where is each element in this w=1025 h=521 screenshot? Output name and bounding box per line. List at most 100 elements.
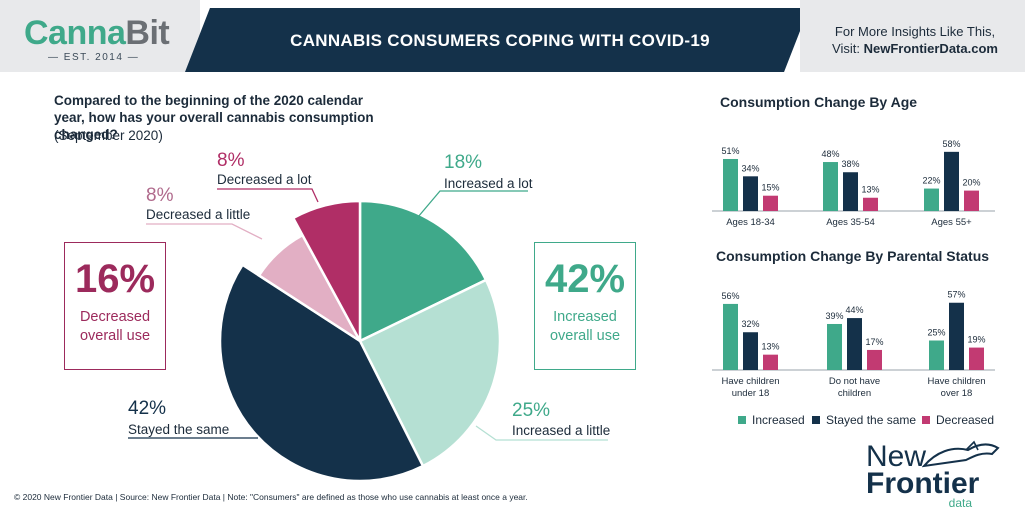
- age-bar-chart: 51%34%15% Ages 18-34 48%38% 13% Ages 35-54 22…: [712, 139, 995, 228]
- pie-label-decreased-lot-pct: 8%: [217, 150, 245, 171]
- legend-decreased: Decreased: [922, 413, 994, 427]
- pie-label-increased-lot-pct: 18%: [444, 152, 483, 173]
- header-left-panel: [0, 0, 200, 72]
- increased-summary-line1: Increased: [553, 309, 617, 325]
- bar-value-label-decreased-2: 19%: [967, 335, 985, 345]
- legend-same-swatch: [812, 416, 820, 424]
- website-line: Visit: NewFrontierData.com: [810, 41, 1020, 56]
- decreased-summary-line2: overall use: [79, 328, 151, 344]
- bar-value-label-increased-2: 22%: [922, 176, 940, 186]
- bar-decreased-0: [763, 195, 778, 211]
- bar-increased-1: [827, 323, 842, 370]
- legend-same-label: Stayed the same: [826, 413, 917, 427]
- footnote: © 2020 New Frontier Data | Source: New F…: [14, 492, 528, 502]
- bar-value-label-decreased-0: 13%: [761, 342, 779, 352]
- pie-label-same-pct: 42%: [128, 398, 167, 419]
- bar-increased-0: [723, 303, 738, 370]
- bar-same-1: [843, 172, 858, 211]
- pie-slice-decreased-lot: [291, 199, 362, 342]
- bar-same-0: [743, 176, 758, 211]
- bar-decreased-2: [964, 190, 979, 211]
- bar-decreased-0: [763, 354, 778, 370]
- pie-label-increased-little-pct: 25%: [512, 400, 551, 421]
- increased-summary-line2: overall use: [549, 328, 621, 344]
- category-label-1: Do not have: [829, 376, 880, 387]
- bar-increased-0: [723, 158, 738, 211]
- brand-line3: data: [948, 496, 972, 510]
- website-prefix: Visit:: [832, 41, 864, 56]
- category-label-0: Have children: [721, 376, 779, 387]
- bar-value-label-same-2: 58%: [942, 139, 960, 149]
- pie-label-same: Stayed the same: [128, 422, 230, 437]
- bar-value-label-increased-2: 25%: [927, 328, 945, 338]
- survey-question: Compared to the beginning of the 2020 ca…: [54, 93, 374, 142]
- category-label-2: Have children: [927, 376, 985, 387]
- bar-increased-2: [924, 188, 939, 211]
- pie-slice-same: [218, 263, 425, 483]
- bar-value-label-same-1: 38%: [841, 159, 859, 169]
- bar-value-label-same-0: 32%: [741, 319, 759, 329]
- leader-increased-lot: [417, 190, 528, 218]
- increased-summary-value: 42%: [544, 257, 626, 301]
- category-label-2: over 18: [941, 388, 973, 399]
- category-label-1: children: [838, 388, 871, 399]
- website-link[interactable]: NewFrontierData.com: [863, 41, 998, 56]
- brand-line1: New: [866, 440, 927, 473]
- new-frontier-logo: New Frontier data: [866, 440, 1006, 510]
- decreased-summary-box: 16% Decreased overall use: [64, 242, 166, 370]
- bar-value-label-decreased-1: 17%: [865, 337, 883, 347]
- pie-label-increased-lot: Increased a lot: [444, 176, 533, 191]
- bar-value-label-decreased-2: 20%: [962, 178, 980, 188]
- horse-icon: [922, 440, 1000, 468]
- bar-value-label-increased-1: 39%: [825, 311, 843, 321]
- bar-decreased-2: [969, 347, 984, 370]
- page-title: CANNABIS CONSUMERS COPING WITH COVID-19: [290, 31, 710, 50]
- bar-value-label-increased-1: 48%: [821, 149, 839, 159]
- bar-decreased-1: [867, 349, 882, 370]
- category-label-0: Ages 18-34: [726, 217, 775, 228]
- legend-decreased-swatch: [922, 416, 930, 424]
- pie-slice-increased-little: [358, 278, 502, 468]
- logo-main-text: Canna: [24, 14, 126, 52]
- header-right-panel: [800, 0, 1025, 72]
- leader-decreased-lot: [217, 188, 319, 203]
- bar-value-label-increased-0: 56%: [721, 291, 739, 301]
- pie-label-increased-little: Increased a little: [512, 423, 611, 438]
- decreased-summary-line1: Decreased: [79, 309, 151, 325]
- pie-slice-increased-lot: [358, 199, 488, 343]
- category-label-0: under 18: [732, 388, 770, 399]
- legend-same: Stayed the same: [812, 413, 916, 427]
- increased-summary-box: 42% Increased overall use: [534, 242, 636, 370]
- bar-value-label-increased-0: 51%: [721, 146, 739, 156]
- parental-chart-title: Consumption Change By Parental Status: [716, 248, 990, 264]
- insights-text: For More Insights Like This,: [834, 24, 996, 39]
- pie-label-decreased-little: Decreased a little: [146, 207, 251, 222]
- pie-label-decreased-little-pct: 8%: [146, 185, 174, 206]
- logo-accent-text: Bit: [125, 14, 170, 52]
- bar-decreased-1: [863, 197, 878, 211]
- leader-decreased-little: [146, 223, 263, 240]
- bar-value-label-decreased-1: 13%: [861, 185, 879, 195]
- logo-est-text: — EST. 2014 —: [48, 52, 140, 63]
- bar-value-label-same-0: 34%: [741, 163, 759, 173]
- bar-value-label-same-2: 57%: [947, 290, 965, 300]
- bar-same-2: [949, 302, 964, 370]
- bar-same-2: [944, 151, 959, 211]
- category-label-1: Ages 35-54: [826, 217, 875, 228]
- cannabit-logo: CannaBit: [24, 14, 170, 53]
- header-title-band: [185, 8, 809, 72]
- survey-date: (September 2020): [54, 128, 163, 143]
- pie-label-decreased-lot: Decreased a lot: [217, 172, 312, 187]
- decreased-summary-value: 16%: [74, 257, 156, 301]
- bar-same-1: [847, 318, 862, 370]
- age-chart-title: Consumption Change By Age: [720, 94, 918, 110]
- bar-increased-1: [823, 162, 838, 211]
- bar-value-label-same-1: 44%: [845, 305, 863, 315]
- bar-value-label-decreased-0: 15%: [761, 183, 779, 193]
- legend-decreased-label: Decreased: [936, 413, 995, 427]
- legend-increased-swatch: [738, 416, 746, 424]
- legend-increased-label: Increased: [752, 413, 805, 427]
- legend-increased: Increased: [738, 413, 805, 427]
- brand-line2: Frontier: [866, 467, 980, 500]
